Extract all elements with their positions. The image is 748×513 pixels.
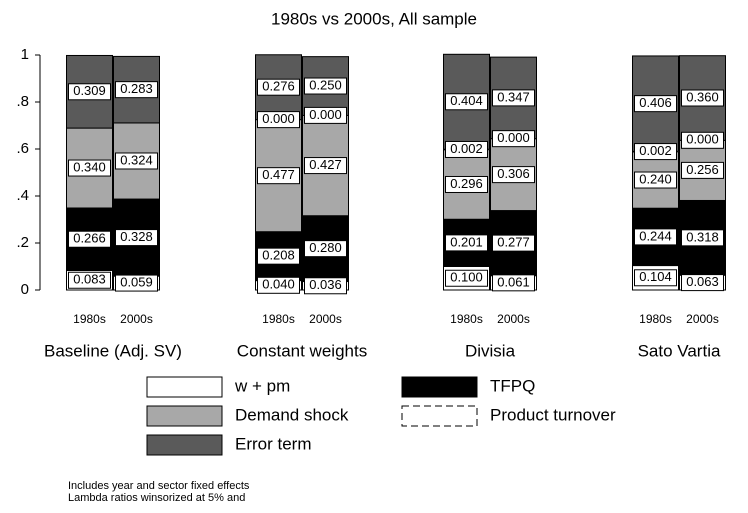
value-label: 0.296 [450, 176, 483, 191]
x-tick-label: 2000s [686, 312, 719, 326]
y-tick-label: .2 [16, 234, 29, 251]
value-label: 0.306 [497, 166, 530, 181]
legend-label: TFPQ [490, 376, 535, 395]
legend-label: Product turnover [490, 405, 616, 424]
value-label: 0.063 [686, 274, 719, 289]
value-label: 0.309 [73, 83, 106, 98]
legend-swatch [147, 406, 222, 426]
value-label: 0.201 [450, 234, 483, 249]
legend-label: Demand shock [235, 405, 349, 424]
value-label: 0.277 [497, 235, 530, 250]
value-label: 0.276 [262, 79, 295, 94]
value-label: 0.280 [309, 240, 342, 255]
x-tick-label: 1980s [262, 312, 295, 326]
value-label: 0.283 [120, 81, 153, 96]
group-label: Sato Vartia [638, 341, 721, 360]
value-label: 0.100 [450, 270, 483, 285]
note: Lambda ratios winsorized at 5% and [68, 492, 245, 504]
y-tick-label: .4 [16, 187, 29, 204]
x-tick-label: 1980s [639, 312, 672, 326]
legend-swatch [147, 435, 222, 455]
value-label: 0.328 [120, 229, 153, 244]
chart-subtitle: 1980s vs 2000s, All sample [271, 9, 477, 28]
x-tick-label: 1980s [73, 312, 106, 326]
x-tick-label: 2000s [497, 312, 530, 326]
group-label: Divisia [465, 341, 516, 360]
y-tick-label: .6 [16, 140, 29, 157]
value-label: 0.404 [450, 93, 483, 108]
value-label: 0.360 [686, 89, 719, 104]
legend-label: Error term [235, 434, 312, 453]
value-label: 0.002 [450, 141, 483, 156]
value-label: 0.250 [309, 77, 342, 92]
value-label: 0.477 [262, 167, 295, 182]
x-tick-label: 2000s [120, 312, 153, 326]
group-label: Baseline (Adj. SV) [44, 341, 182, 360]
legend-label: w + pm [234, 376, 290, 395]
legend-swatch [402, 377, 477, 397]
value-label: 0.040 [262, 277, 295, 292]
value-label: 0.406 [639, 95, 672, 110]
y-tick-label: .8 [16, 93, 29, 110]
value-label: 0.256 [686, 162, 719, 177]
x-tick-label: 1980s [450, 312, 483, 326]
value-label: 0.104 [639, 269, 672, 284]
value-label: 0.000 [497, 130, 530, 145]
y-tick-label: 0 [21, 281, 29, 298]
value-label: 0.061 [497, 274, 530, 289]
legend-swatch [402, 406, 477, 426]
value-label: 0.340 [73, 159, 106, 174]
note: Includes year and sector fixed effects [68, 480, 250, 492]
value-label: 0.324 [120, 152, 153, 167]
value-label: 0.000 [309, 107, 342, 122]
group-label: Constant weights [237, 341, 367, 360]
value-label: 0.240 [639, 171, 672, 186]
value-label: 0.244 [639, 228, 672, 243]
value-label: 0.059 [120, 275, 153, 290]
value-label: 0.083 [73, 272, 106, 287]
value-label: 0.427 [309, 157, 342, 172]
value-label: 0.318 [686, 229, 719, 244]
y-tick-label: 1 [21, 46, 29, 63]
value-label: 0.266 [73, 231, 106, 246]
value-label: 0.347 [497, 89, 530, 104]
x-tick-label: 2000s [309, 312, 342, 326]
value-label: 0.000 [262, 111, 295, 126]
value-label: 0.036 [309, 277, 342, 292]
value-label: 0.000 [686, 132, 719, 147]
value-label: 0.002 [639, 143, 672, 158]
legend-swatch [147, 377, 222, 397]
value-label: 0.208 [262, 248, 295, 263]
